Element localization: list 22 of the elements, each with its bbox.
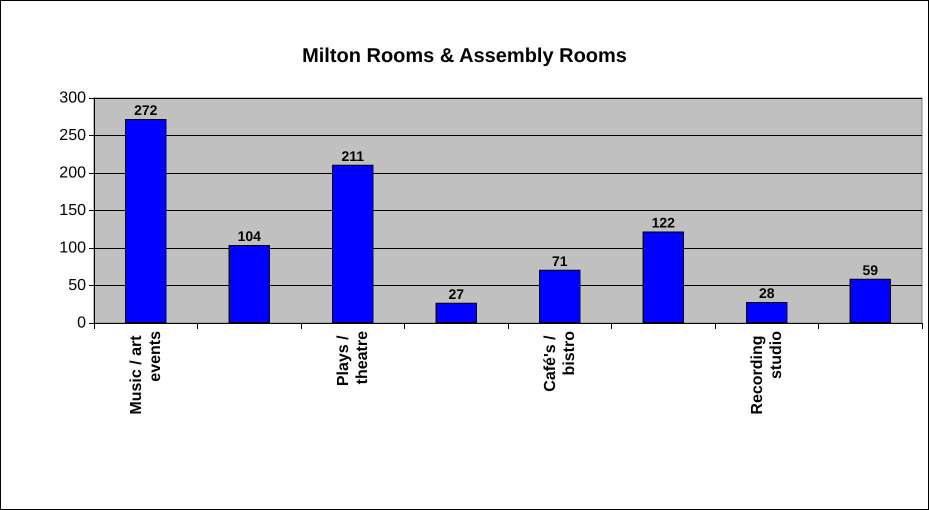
- x-tick-label: Recording studio: [748, 330, 785, 415]
- x-tick-label: Plays / theatre: [334, 330, 371, 386]
- x-tick-label: Music / art events: [128, 330, 164, 415]
- data-label: 59: [862, 262, 878, 278]
- data-label: 211: [341, 148, 364, 164]
- data-label: 27: [448, 286, 464, 302]
- chart-title: Milton Rooms & Assembly Rooms: [302, 45, 627, 67]
- y-tick-label: 100: [59, 240, 86, 256]
- y-tick-label: 250: [59, 127, 86, 144]
- data-label: 71: [552, 252, 568, 269]
- y-tick-label: 150: [59, 202, 86, 219]
- data-label: 104: [238, 228, 262, 244]
- bar: [436, 302, 477, 323]
- y-tick-label: 0: [77, 314, 86, 332]
- y-tick-label: 50: [68, 277, 86, 294]
- data-label: 28: [758, 285, 775, 301]
- x-tick-label: Café's / bistro: [542, 330, 578, 392]
- data-label: 122: [652, 214, 676, 230]
- y-tick-label: 300: [59, 90, 86, 106]
- data-label: 272: [134, 102, 158, 118]
- bar: [746, 302, 788, 323]
- y-tick-label: 200: [59, 164, 86, 182]
